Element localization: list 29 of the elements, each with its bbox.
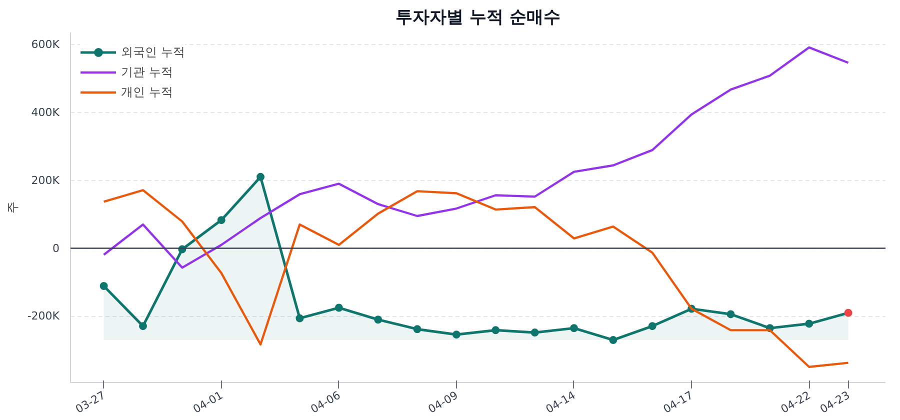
point	[492, 326, 500, 334]
y-tick-label: 0	[52, 242, 60, 255]
y-tick-label: -200K	[27, 310, 60, 323]
line-series	[102, 46, 850, 269]
point	[334, 304, 343, 312]
point	[100, 282, 108, 290]
point	[374, 316, 382, 324]
legend-label: 외국인 누적	[121, 44, 185, 60]
chart-title: 투자자별 누적 순매수	[396, 8, 560, 28]
y-tick-label: 200K	[31, 174, 60, 187]
point	[452, 330, 460, 339]
point	[530, 328, 539, 337]
legend-label: 개인 누적	[121, 84, 173, 100]
point	[844, 308, 852, 317]
y-axis-title: 주	[5, 202, 20, 214]
point	[726, 310, 735, 318]
y-tick-label: 400K	[31, 106, 60, 119]
point	[217, 216, 226, 224]
point	[138, 322, 147, 330]
legend-label: 기관 누적	[121, 64, 173, 80]
point	[609, 336, 618, 344]
point	[805, 320, 814, 328]
point	[413, 325, 422, 334]
y-tick-label: 600K	[31, 38, 60, 51]
line-series	[102, 189, 850, 368]
point	[296, 314, 304, 322]
point	[648, 322, 656, 330]
point	[256, 172, 265, 181]
point	[570, 324, 578, 332]
